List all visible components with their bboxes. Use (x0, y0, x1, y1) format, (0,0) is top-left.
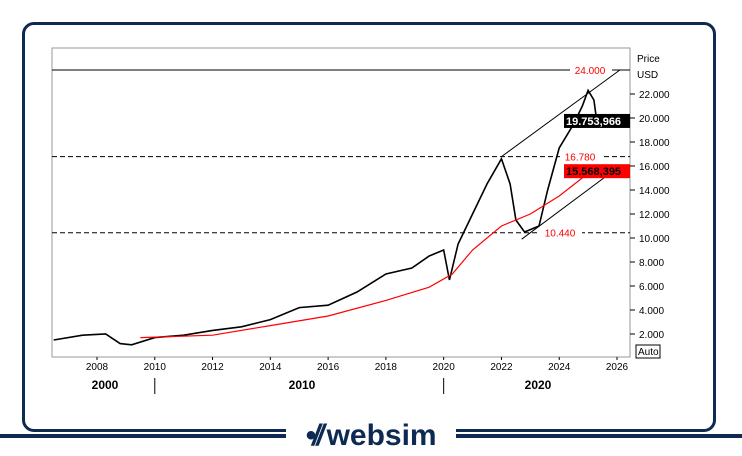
hline-label: 24.000 (575, 66, 606, 77)
price-marker-label: 19.753,966 (566, 116, 621, 128)
auto-button[interactable] (635, 344, 661, 359)
decade-label: 2000 (92, 378, 119, 392)
x-tick-label: 2026 (606, 362, 629, 373)
y-tick-label: 4.000 (639, 306, 664, 317)
decade-label: 2020 (525, 378, 552, 392)
x-tick-label: 2008 (86, 362, 109, 373)
moving-average-line (140, 170, 592, 339)
plot-area (51, 47, 631, 358)
x-tick-label: 2016 (317, 362, 340, 373)
decade-label: 2010 (289, 378, 316, 392)
y-tick-label: 16.000 (639, 162, 670, 173)
channel-line (501, 69, 621, 158)
y-tick-label: 22.000 (639, 90, 670, 101)
x-tick-label: 2014 (259, 362, 282, 373)
y-tick-label: 14.000 (639, 186, 670, 197)
price-marker (564, 113, 630, 128)
x-tick-label: 2020 (433, 362, 456, 373)
y-tick-label: 18.000 (639, 138, 670, 149)
y-tick-label: 20.000 (639, 114, 670, 125)
hline-label-bg (540, 226, 582, 239)
y-tick-label: 8.000 (639, 258, 664, 269)
y-tick-label: 2.000 (639, 330, 664, 341)
hline-label: 16.780 (565, 153, 596, 164)
y-tick-label: 10.000 (639, 234, 670, 245)
logo-bar-left (0, 434, 286, 438)
x-tick-label: 2010 (144, 362, 167, 373)
websim-logo: •//websim (0, 418, 742, 454)
x-tick-label: 2024 (548, 362, 571, 373)
x-tick-label: 2012 (201, 362, 224, 373)
hline-label-bg (570, 64, 612, 76)
price-marker (564, 164, 630, 179)
hline-label: 10.440 (545, 229, 576, 240)
hline-label-bg (560, 150, 602, 163)
y-axis-title: Price (637, 54, 660, 65)
logo-bar-right (456, 434, 742, 438)
x-tick-label: 2018 (375, 362, 398, 373)
price-marker-label: 15.568,395 (566, 166, 621, 178)
y-tick-label: 6.000 (639, 282, 664, 293)
brand-name: websim (326, 419, 437, 452)
y-axis-unit: USD (637, 70, 658, 81)
auto-label: Auto (638, 347, 659, 358)
logo-content: •//websim (286, 418, 456, 454)
y-tick-label: 12.000 (639, 210, 670, 221)
logo-mark-icon: •// (305, 419, 324, 452)
x-tick-label: 2022 (490, 362, 513, 373)
